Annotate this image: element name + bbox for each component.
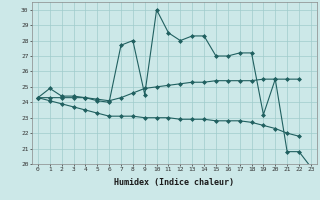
X-axis label: Humidex (Indice chaleur): Humidex (Indice chaleur) — [115, 178, 234, 187]
